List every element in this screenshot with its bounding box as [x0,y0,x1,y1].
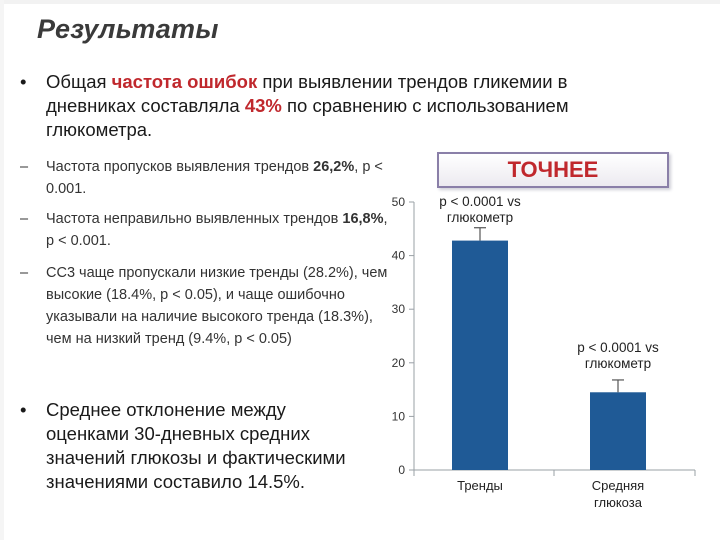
y-tick-label: 20 [392,356,406,370]
top-border [0,0,720,4]
bullet-text: Общая частота ошибок при выявлении тренд… [46,71,569,140]
y-tick-label: 0 [398,463,405,477]
bullet-marker: • [20,399,27,420]
x-category-label: Тренды [457,478,503,493]
bullet-marker: • [20,71,27,92]
y-tick-label: 30 [392,302,406,316]
x-category-label: Средняя [592,478,644,493]
bar-2 [590,392,646,470]
callout-box: ТОЧНЕЕ [437,152,669,188]
bullet-text: Среднее отклонение между оценками 30-дне… [46,399,346,492]
x-category-label: глюкоза [594,495,643,510]
slide-title: Результаты [37,14,219,44]
annotation-pvalue-ref: глюкометр [447,210,513,225]
left-border [0,0,4,540]
annotation-pvalue: p < 0.0001 vs [577,340,659,355]
annotation-pvalue: p < 0.0001 vs [439,194,521,209]
annotation-pvalue-ref: глюкометр [585,356,651,371]
y-tick-label: 10 [392,409,406,423]
bar-1 [452,240,508,470]
y-tick-label: 50 [392,195,406,209]
y-tick-label: 40 [392,249,406,263]
